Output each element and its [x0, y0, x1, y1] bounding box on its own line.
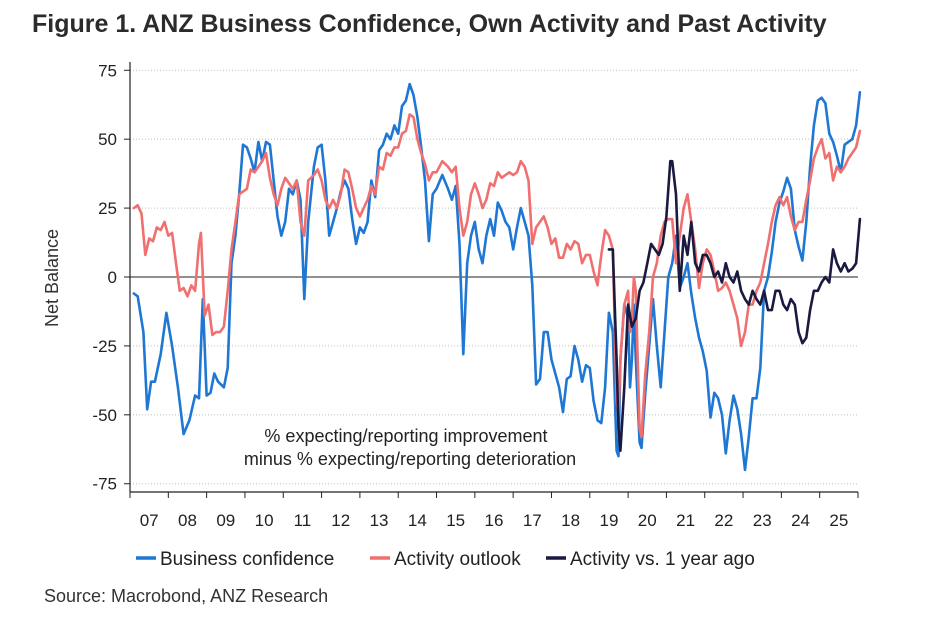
source-note: Source: Macrobond, ANZ Research — [44, 586, 329, 606]
annotation-line-1: % expecting/reporting improvement — [264, 426, 547, 446]
x-tick-label: 13 — [370, 511, 389, 530]
series-lines — [132, 82, 862, 472]
y-tick-labels: 75 50 25 0 -25 -50 -75 — [92, 61, 117, 493]
x-tick-label: 20 — [638, 511, 657, 530]
y-tick-label: 50 — [98, 130, 117, 149]
y-tick-label: -50 — [92, 406, 117, 425]
legend: Business confidence Activity outlook Activ… — [136, 549, 755, 570]
x-tick-label: 09 — [216, 511, 235, 530]
x-tick-label: 10 — [255, 511, 274, 530]
x-tick-label: 16 — [485, 511, 504, 530]
x-tick-label: 12 — [331, 511, 350, 530]
x-tick-labels: 07 08 09 10 11 12 13 14 15 16 17 18 19 20 21 22 23 24 25 — [140, 511, 849, 530]
gridlines — [130, 69, 858, 485]
series-line-activity-vs-1-year-ago — [607, 159, 862, 452]
y-tick-label: -25 — [92, 337, 117, 356]
y-tick-label: 75 — [98, 61, 117, 80]
series-line-business-confidence — [132, 82, 862, 472]
x-tick-label: 24 — [791, 511, 810, 530]
y-tick-label: 25 — [98, 199, 117, 218]
x-tick-label: 22 — [714, 511, 733, 530]
legend-label: Activity outlook — [394, 549, 521, 570]
y-tick-label: -75 — [92, 475, 117, 494]
x-tick-label: 18 — [561, 511, 580, 530]
chart-title: Figure 1. ANZ Business Confidence, Own A… — [32, 10, 827, 38]
legend-label: Activity vs. 1 year ago — [570, 549, 755, 570]
x-tick-label: 14 — [408, 511, 427, 530]
x-tick-label: 23 — [753, 511, 772, 530]
axes — [124, 62, 859, 498]
x-tick-label: 07 — [140, 511, 159, 530]
x-tick-label: 25 — [829, 511, 848, 530]
x-tick-label: 21 — [676, 511, 695, 530]
y-axis-label: Net Balance — [42, 229, 62, 327]
x-tick-label: 19 — [599, 511, 618, 530]
x-tick-label: 08 — [178, 511, 197, 530]
x-tick-label: 15 — [446, 511, 465, 530]
series-line-activity-outlook — [132, 113, 862, 439]
y-tick-label: 0 — [108, 268, 117, 287]
annotation-line-2: minus % expecting/reporting deterioratio… — [244, 449, 576, 469]
x-tick-label: 17 — [523, 511, 542, 530]
x-tick-label: 11 — [294, 511, 312, 530]
legend-label: Business confidence — [160, 549, 334, 570]
